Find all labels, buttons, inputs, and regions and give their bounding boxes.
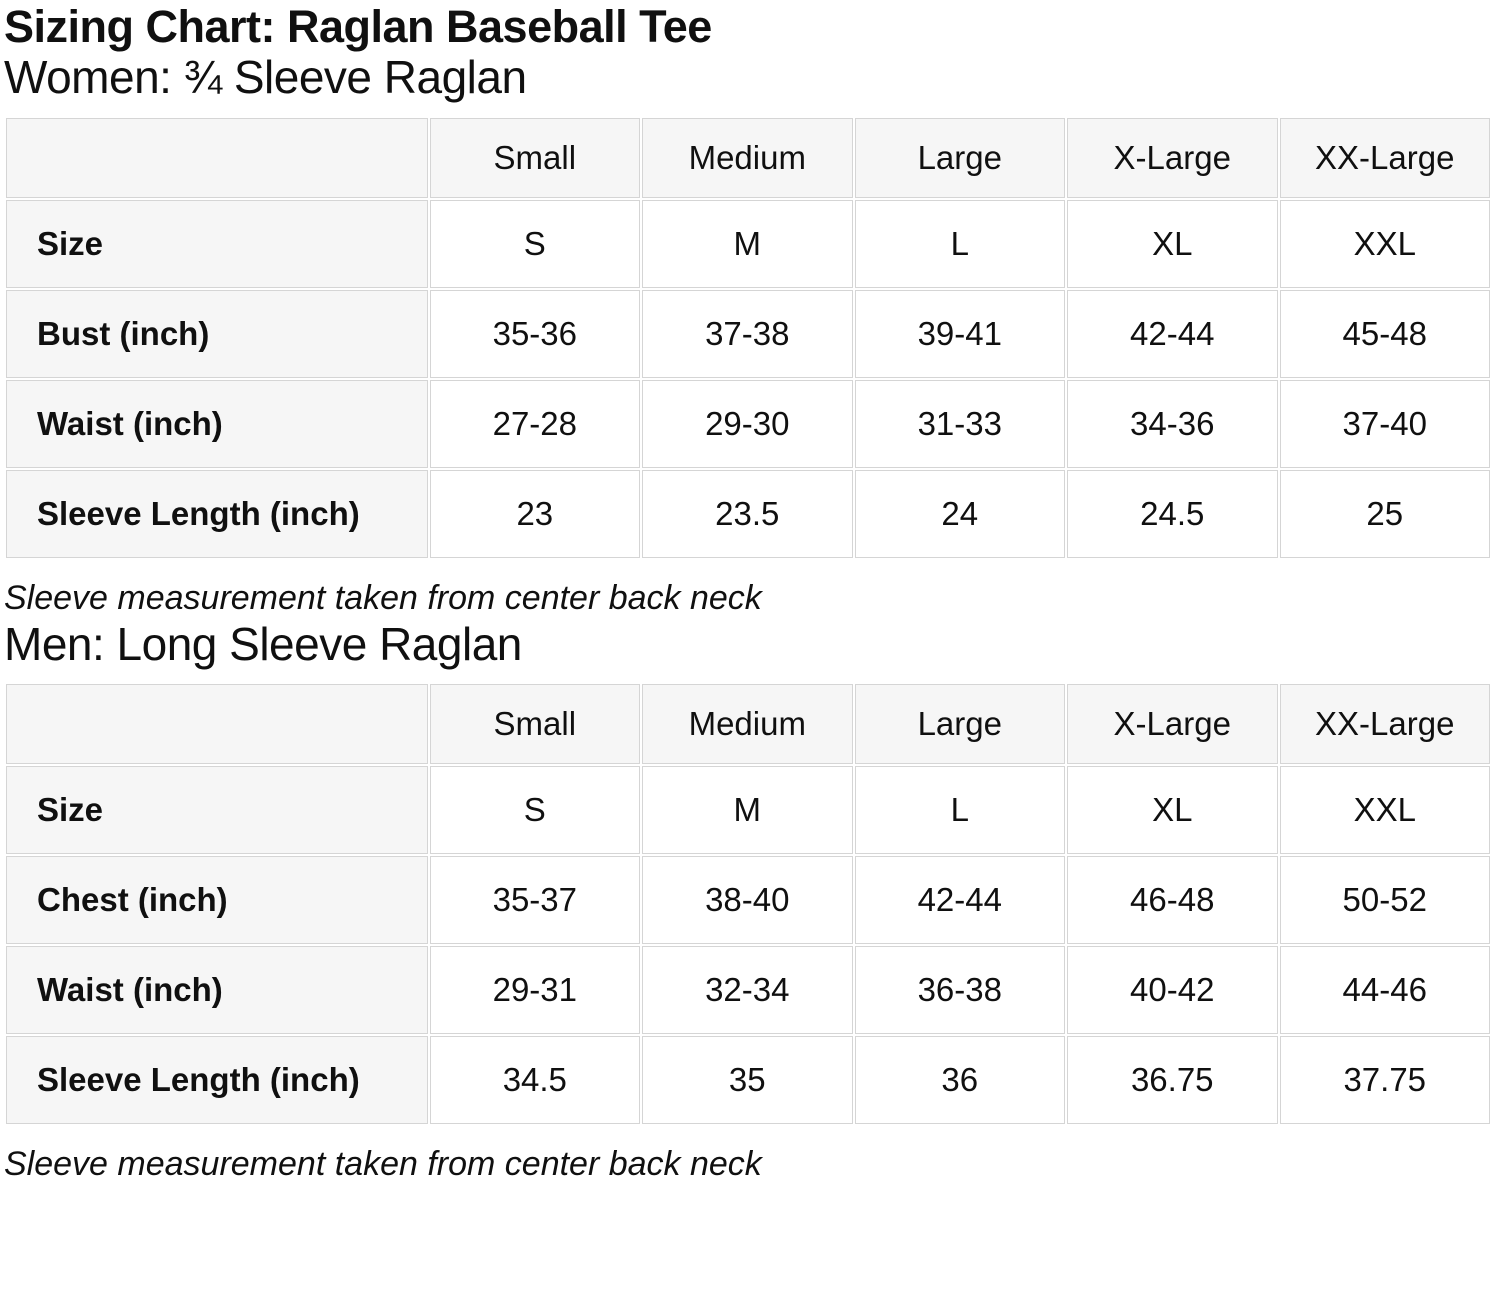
men-sleeve-note: Sleeve measurement taken from center bac… <box>4 1145 762 1184</box>
women-section: Women: ¾ Sleeve Raglan Small Medium Larg… <box>4 52 1492 618</box>
women-bust-row: Bust (inch) 35-36 37-38 39-41 42-44 45-4… <box>6 289 1490 378</box>
women-sleeve-row: Sleeve Length (inch) 23 23.5 24 24.5 25 <box>6 469 1490 558</box>
men-size-xl: XL <box>1067 766 1278 855</box>
women-bust-m: 37-38 <box>642 289 853 378</box>
men-sleeve-xl: 36.75 <box>1067 1036 1278 1125</box>
men-chest-xxl: 50-52 <box>1279 856 1490 945</box>
men-table-header-row: Small Medium Large X-Large XX-Large <box>6 684 1490 765</box>
men-waist-row: Waist (inch) 29-31 32-34 36-38 40-42 44-… <box>6 946 1490 1035</box>
women-waist-l: 31-33 <box>854 379 1066 468</box>
men-sleeve-m: 35 <box>642 1036 853 1125</box>
men-chest-s: 35-37 <box>429 856 641 945</box>
men-waist-xl: 40-42 <box>1067 946 1278 1035</box>
women-size-l: L <box>854 199 1066 288</box>
page-title: Sizing Chart: Raglan Baseball Tee <box>4 1 712 52</box>
women-size-xl: XL <box>1067 199 1278 288</box>
men-col-header-large: Large <box>854 684 1066 765</box>
men-size-l: L <box>854 766 1066 855</box>
women-col-header-large: Large <box>854 117 1066 198</box>
women-waist-row: Waist (inch) 27-28 29-30 31-33 34-36 37-… <box>6 379 1490 468</box>
men-section-heading: Men: Long Sleeve Raglan <box>4 617 522 670</box>
men-sleeve-row-label: Sleeve Length (inch) <box>6 1036 428 1125</box>
men-waist-m: 32-34 <box>642 946 853 1035</box>
women-waist-row-label: Waist (inch) <box>6 379 428 468</box>
men-section: Men: Long Sleeve Raglan Small Medium Lar… <box>4 617 1492 1185</box>
men-sleeve-xxl: 37.75 <box>1279 1036 1490 1125</box>
men-size-row-label: Size <box>6 766 428 855</box>
women-size-m: M <box>642 199 853 288</box>
women-col-header-x-large: X-Large <box>1067 117 1278 198</box>
men-waist-l: 36-38 <box>854 946 1066 1035</box>
women-corner-cell <box>6 117 428 198</box>
men-size-row: Size S M L XL XXL <box>6 766 1490 855</box>
men-waist-row-label: Waist (inch) <box>6 946 428 1035</box>
women-bust-xxl: 45-48 <box>1279 289 1490 378</box>
men-size-m: M <box>642 766 853 855</box>
women-table-header-row: Small Medium Large X-Large XX-Large <box>6 117 1490 198</box>
women-size-table: Small Medium Large X-Large XX-Large Size… <box>4 116 1492 560</box>
men-size-table: Small Medium Large X-Large XX-Large Size… <box>4 682 1492 1126</box>
women-size-s: S <box>429 199 641 288</box>
women-sleeve-xl: 24.5 <box>1067 469 1278 558</box>
women-col-header-small: Small <box>429 117 641 198</box>
women-col-header-medium: Medium <box>642 117 853 198</box>
men-corner-cell <box>6 684 428 765</box>
women-waist-m: 29-30 <box>642 379 853 468</box>
men-chest-m: 38-40 <box>642 856 853 945</box>
women-sleeve-l: 24 <box>854 469 1066 558</box>
men-col-header-small: Small <box>429 684 641 765</box>
women-sleeve-xxl: 25 <box>1279 469 1490 558</box>
women-sleeve-m: 23.5 <box>642 469 853 558</box>
women-size-xxl: XXL <box>1279 199 1490 288</box>
women-col-header-xx-large: XX-Large <box>1279 117 1490 198</box>
women-bust-row-label: Bust (inch) <box>6 289 428 378</box>
women-sleeve-s: 23 <box>429 469 641 558</box>
women-bust-s: 35-36 <box>429 289 641 378</box>
men-sleeve-s: 34.5 <box>429 1036 641 1125</box>
men-sleeve-l: 36 <box>854 1036 1066 1125</box>
men-col-header-x-large: X-Large <box>1067 684 1278 765</box>
men-chest-l: 42-44 <box>854 856 1066 945</box>
women-sleeve-row-label: Sleeve Length (inch) <box>6 469 428 558</box>
men-size-xxl: XXL <box>1279 766 1490 855</box>
women-waist-xxl: 37-40 <box>1279 379 1490 468</box>
men-sleeve-row: Sleeve Length (inch) 34.5 35 36 36.75 37… <box>6 1036 1490 1125</box>
men-col-header-medium: Medium <box>642 684 853 765</box>
women-waist-s: 27-28 <box>429 379 641 468</box>
women-waist-xl: 34-36 <box>1067 379 1278 468</box>
men-waist-s: 29-31 <box>429 946 641 1035</box>
men-chest-xl: 46-48 <box>1067 856 1278 945</box>
women-sleeve-note: Sleeve measurement taken from center bac… <box>4 578 762 617</box>
women-section-heading: Women: ¾ Sleeve Raglan <box>4 51 527 104</box>
men-size-s: S <box>429 766 641 855</box>
women-size-row-label: Size <box>6 199 428 288</box>
men-chest-row: Chest (inch) 35-37 38-40 42-44 46-48 50-… <box>6 856 1490 945</box>
men-col-header-xx-large: XX-Large <box>1279 684 1490 765</box>
women-bust-l: 39-41 <box>854 289 1066 378</box>
men-waist-xxl: 44-46 <box>1279 946 1490 1035</box>
women-bust-xl: 42-44 <box>1067 289 1278 378</box>
women-size-row: Size S M L XL XXL <box>6 199 1490 288</box>
men-chest-row-label: Chest (inch) <box>6 856 428 945</box>
